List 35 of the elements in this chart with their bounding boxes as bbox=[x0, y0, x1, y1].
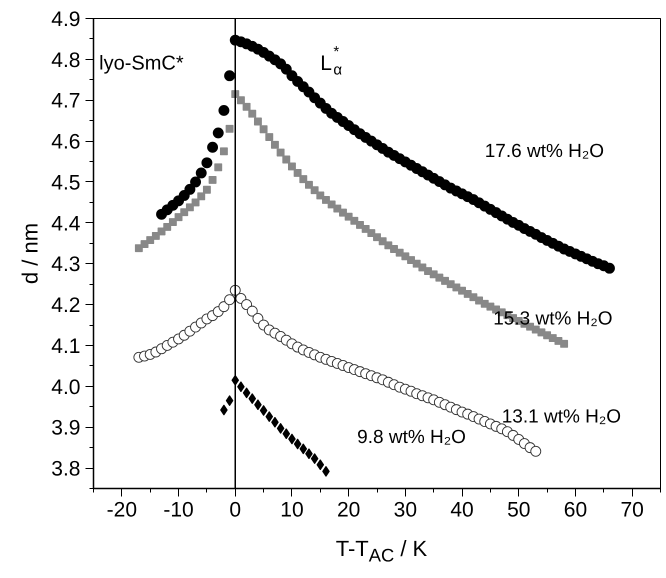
point bbox=[248, 393, 256, 404]
y-tick-label: 4.0 bbox=[51, 376, 81, 399]
y-tick-label: 3.8 bbox=[51, 458, 81, 481]
x-tick-label: 20 bbox=[336, 498, 360, 522]
x-tick-label: 40 bbox=[450, 498, 474, 522]
annotation: lyo-SmC* bbox=[99, 52, 184, 74]
series-label: 13.1 wt% H₂O bbox=[502, 406, 622, 428]
x-axis-title: T-T$_{AC}$ / K bbox=[336, 535, 428, 568]
point bbox=[282, 428, 290, 440]
x-tick-label: 10 bbox=[280, 498, 304, 522]
y-tick-label: 4.7 bbox=[51, 90, 81, 113]
point bbox=[288, 434, 296, 444]
series-label: 15.3 wt% H₂O bbox=[493, 308, 613, 330]
point bbox=[220, 404, 228, 416]
series-label: 17.6 wt% H₂O bbox=[484, 140, 604, 162]
y-tick-label: 4.9 bbox=[51, 8, 81, 31]
x-tick-label: -20 bbox=[106, 498, 138, 522]
y-tick-label: 4.4 bbox=[51, 212, 81, 236]
x-tick-label: 60 bbox=[564, 498, 588, 522]
y-tick-label: 4.2 bbox=[51, 294, 81, 318]
series-label: 9.8 wt% H₂O bbox=[357, 426, 466, 448]
y-tick-label: 4.8 bbox=[51, 48, 81, 72]
y-tick-label: 4.5 bbox=[51, 171, 81, 194]
y-tick-label: 4.3 bbox=[51, 253, 81, 276]
x-tick-label: -10 bbox=[163, 498, 194, 522]
x-tick-label: 70 bbox=[620, 498, 644, 522]
point bbox=[265, 411, 274, 422]
x-tick-label: 30 bbox=[394, 498, 418, 522]
point bbox=[294, 438, 302, 450]
y-tick-label: 3.9 bbox=[51, 416, 81, 440]
x-tick-label: 50 bbox=[507, 498, 530, 522]
y-tick-label: 4.6 bbox=[51, 130, 81, 154]
y-tick-label: 4.1 bbox=[51, 334, 81, 358]
y-axis-title: d / nm bbox=[17, 222, 42, 284]
x-tick-label: 0 bbox=[229, 498, 242, 522]
